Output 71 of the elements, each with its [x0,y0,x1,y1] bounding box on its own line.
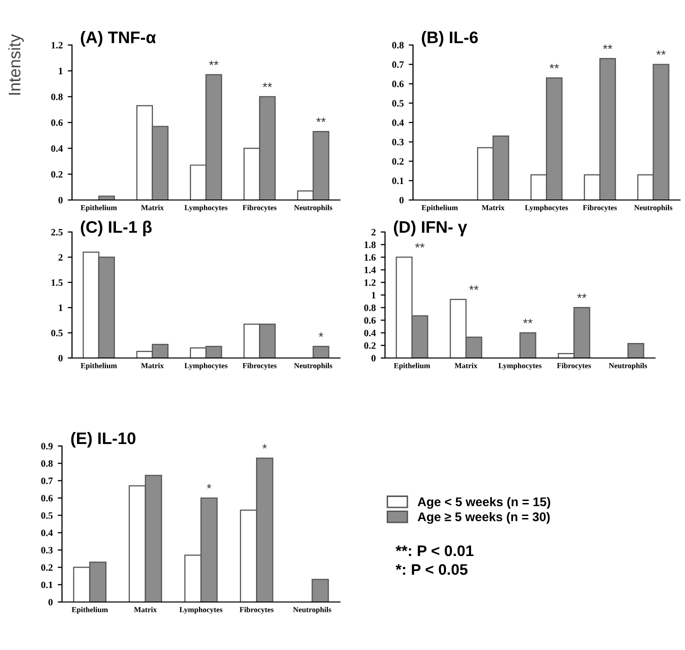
y-tick-label: 0.8 [364,304,376,312]
y-tick-label: 0.3 [41,546,53,554]
annotation: ** [550,64,559,68]
bar [627,342,644,358]
annotation: ** [577,294,586,298]
text: **: P < 0.01 [396,545,474,556]
y-tick-label: 0.7 [392,61,404,68]
y-tick-label: 0.5 [41,512,53,519]
y-tick-label: 0.4 [41,530,53,536]
y-tick-label: 1 [58,304,62,311]
annotation: * [206,484,212,488]
y-axis-title: Intensity [8,34,24,95]
bar [519,332,536,358]
y-tick-label: 1 [58,68,62,74]
y-tick-label: 1.5 [52,279,63,286]
chart-title: (E) IL-10 [71,432,136,448]
annotation: * [262,444,267,449]
y-tick-label: 0 [48,598,53,606]
y-tick-label: 2.5 [51,228,63,236]
y-tick-label: 0.8 [51,94,63,100]
y-tick-label: 0 [399,196,404,204]
y-tick-label: 0.5 [51,330,63,336]
y-tick-label: 0 [58,354,63,362]
y-tick-label: 2 [58,254,63,261]
y-tick-label: 0.6 [392,80,404,88]
annotation: ** [209,60,218,66]
y-tick-label: 0.8 [392,42,404,49]
y-tick-label: 0.1 [41,582,52,588]
bar [98,196,115,200]
annotation: * [318,332,324,337]
y-tick-label: 0.2 [364,342,376,349]
y-tick-label: 0.7 [41,478,53,484]
chart-title: (A) TNF-α [80,31,156,47]
annotation: ** [602,44,612,49]
chart-title: (B) IL-6 [422,31,478,47]
y-tick-label: 0.6 [41,494,53,502]
y-tick-label: 1.8 [364,242,376,248]
y-tick-label: 0.4 [364,330,376,336]
y-tick-label: 0.4 [392,119,404,126]
y-tick-label: 0 [371,354,376,362]
bar [312,346,330,358]
chart-title: (D) IFN- γ [394,220,468,236]
y-tick-label: 0.2 [41,564,53,571]
y-tick-label: 1.4 [364,266,376,274]
y-tick-label: 0.8 [41,460,53,467]
y-tick-label: 0 [58,196,63,204]
annotation: ** [262,82,272,88]
y-tick-label: 1 [372,292,376,298]
y-tick-label: 2 [372,228,376,236]
legend-label: Age ≥ 5 weeks (n = 30) [418,512,550,524]
y-tick-label: 1.6 [364,254,376,261]
y-tick-label: 1.2 [364,279,376,286]
y-tick-label: 0.9 [41,442,53,450]
annotation: ** [469,285,478,290]
y-tick-label: 0.5 [392,100,404,107]
bar [312,578,329,602]
y-tick-label: 0.1 [392,178,404,184]
legend-label: Age < 5 weeks (n = 15) [418,497,550,509]
annotation: ** [523,318,532,324]
y-tick-label: 0.2 [51,171,63,178]
text: *: P < 0.05 [396,564,468,575]
annotation: ** [656,50,666,55]
y-tick-label: 0.6 [364,317,376,324]
y-tick-label: 0.2 [392,158,404,165]
annotation: ** [316,118,326,122]
y-tick-label: 0.6 [51,119,63,126]
chart-title: (C) IL-1 β [80,220,152,236]
y-tick-label: 0.4 [51,145,63,152]
y-tick-label: 0.3 [392,138,404,146]
annotation: ** [415,243,424,248]
y-tick-label: 1.2 [52,42,63,49]
